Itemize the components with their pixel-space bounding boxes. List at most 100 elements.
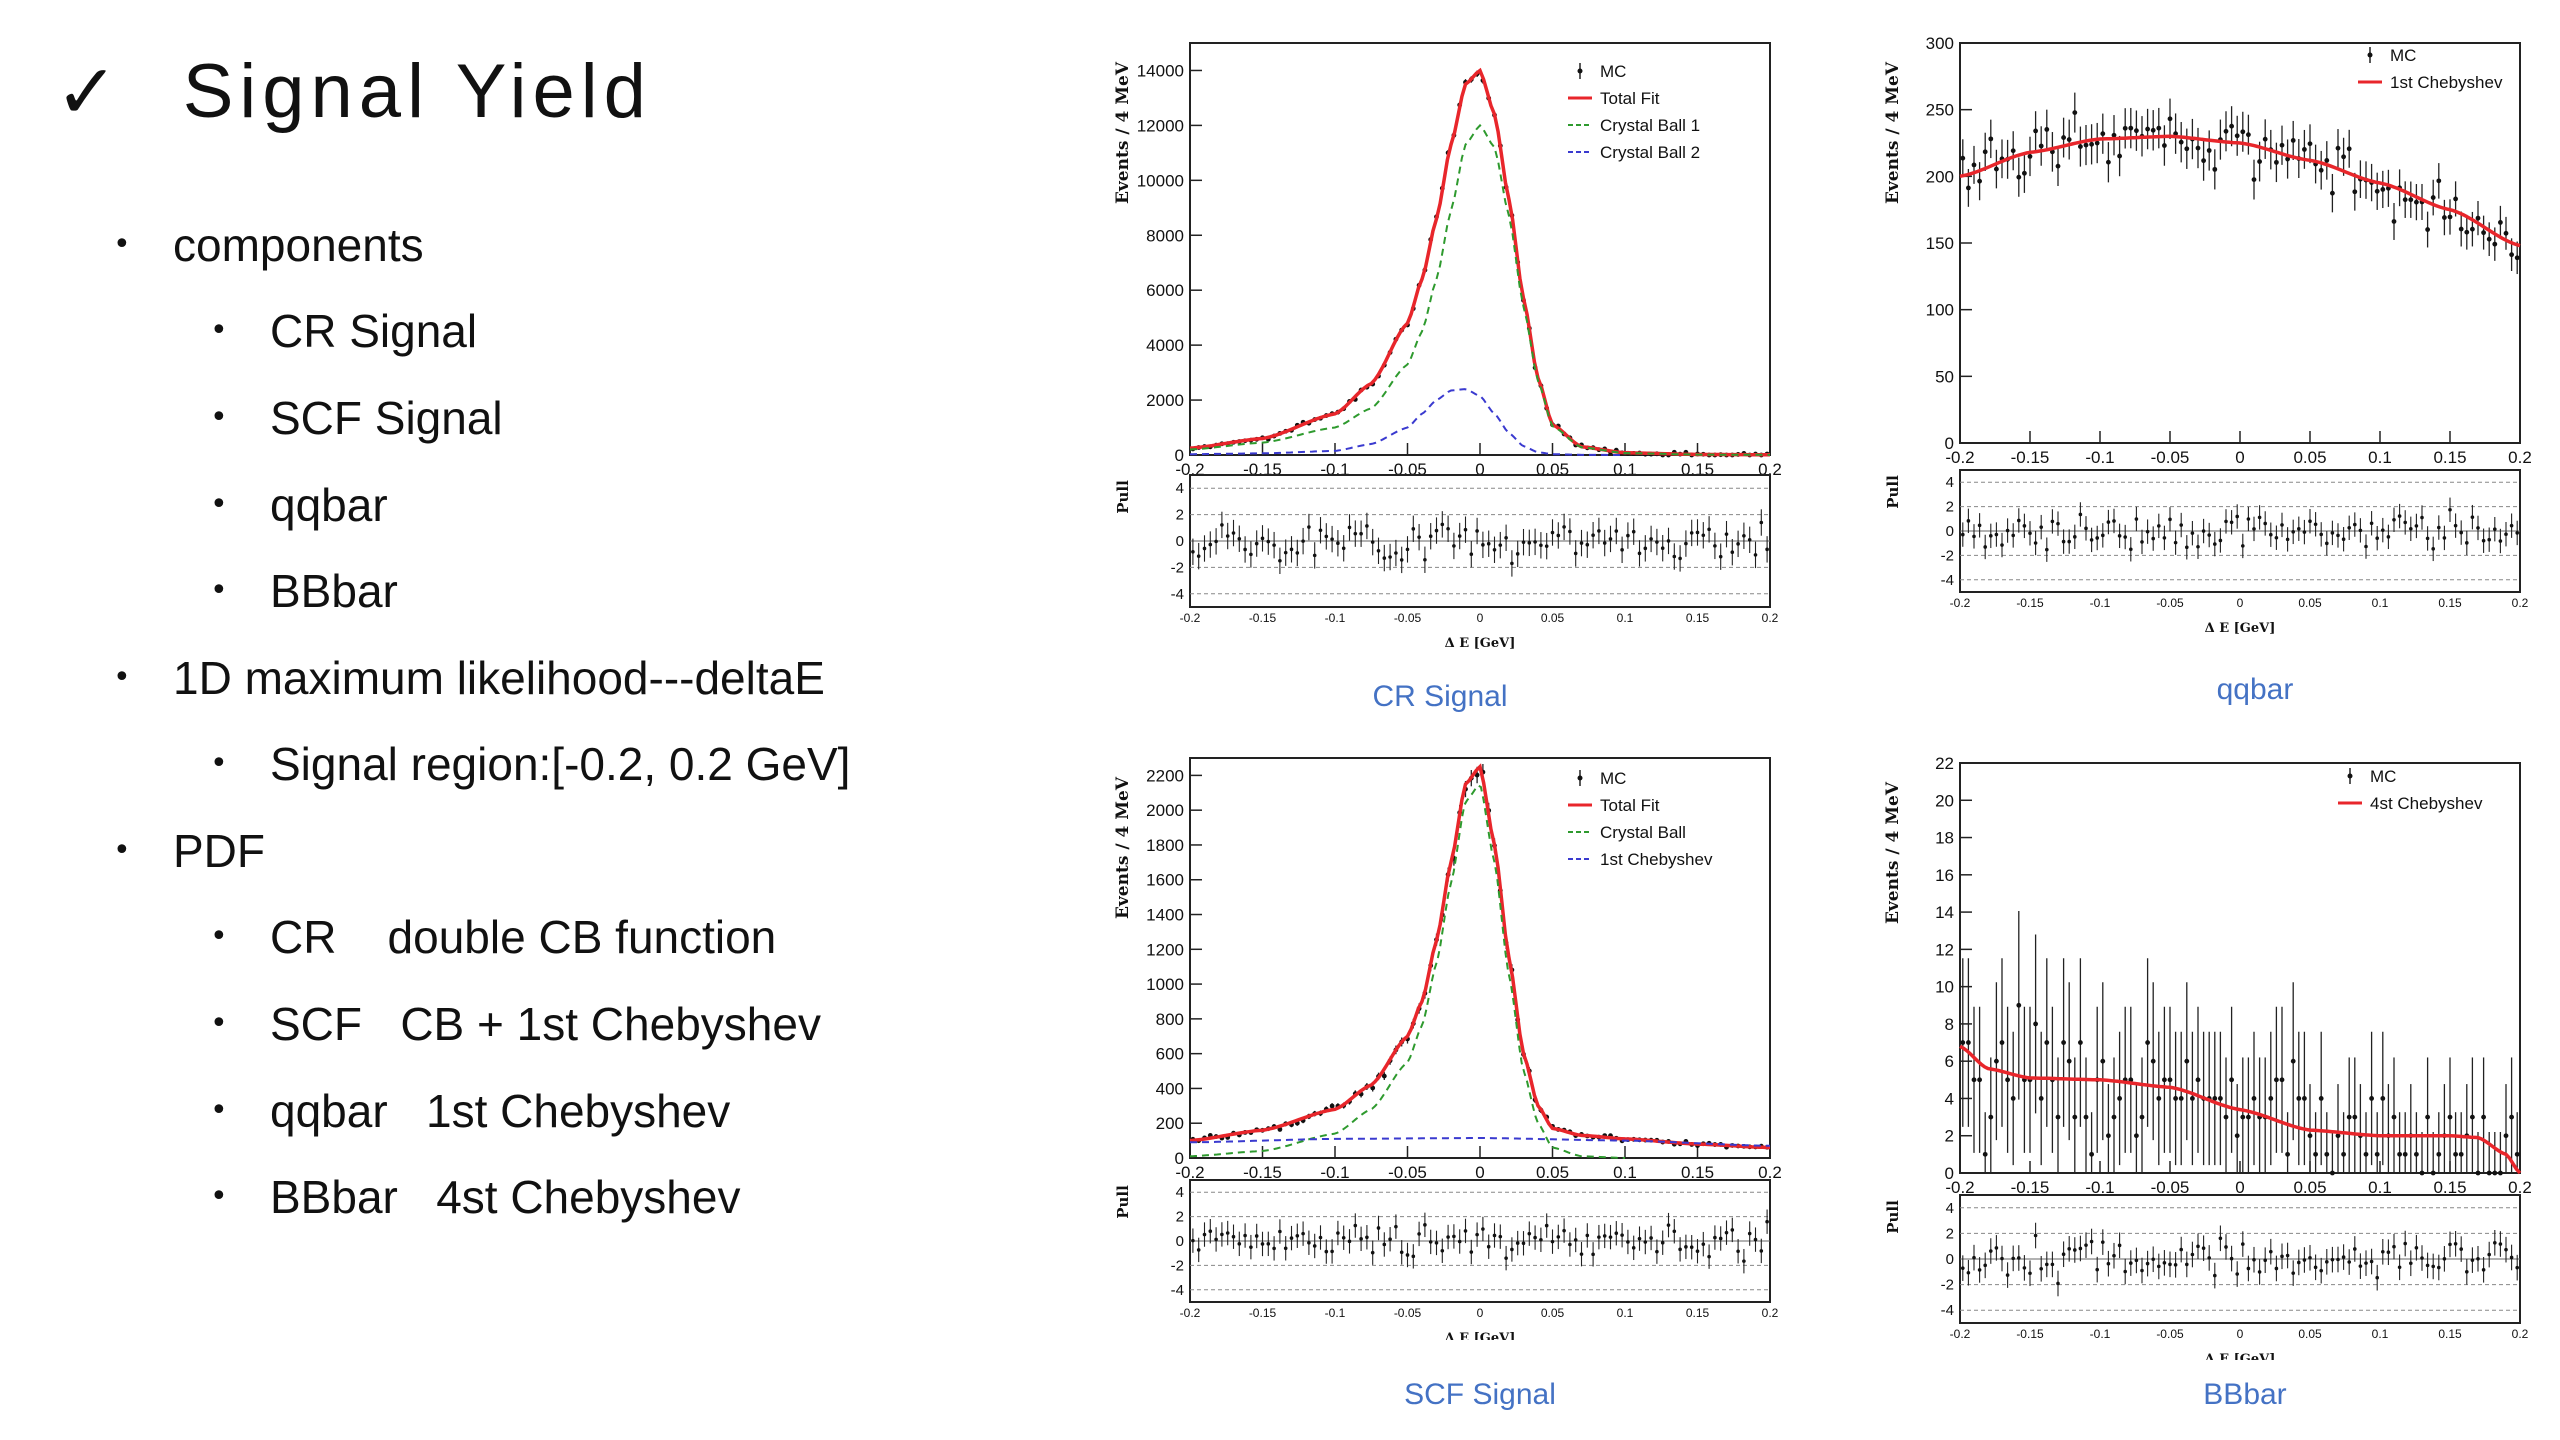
pull-point bbox=[2134, 1247, 2139, 1274]
y-tick-label: 1200 bbox=[1146, 940, 1184, 959]
pull-point bbox=[1486, 530, 1491, 557]
mc-point bbox=[2078, 126, 2083, 167]
legend-marker bbox=[1577, 68, 1583, 74]
pull-marker bbox=[1643, 546, 1648, 551]
mc-point bbox=[2419, 1132, 2425, 1176]
mc-point bbox=[2318, 150, 2324, 190]
pull-point bbox=[1655, 1239, 1659, 1264]
pull-marker bbox=[2112, 519, 2116, 523]
pull-marker bbox=[2459, 1247, 2463, 1251]
pull-marker bbox=[1283, 1246, 1288, 1251]
pull-marker bbox=[1324, 534, 1329, 539]
pull-x-tick-label: 0.2 bbox=[1762, 611, 1779, 625]
mc-marker bbox=[2089, 1151, 2094, 1157]
y-tick-label: 2200 bbox=[1146, 766, 1184, 785]
mc-marker bbox=[2335, 1133, 2341, 1139]
legend-label: MC bbox=[2370, 767, 2396, 786]
mc-marker bbox=[2492, 1170, 2498, 1176]
mc-point bbox=[2010, 1031, 2016, 1166]
mc-point bbox=[2061, 117, 2066, 158]
pull-point bbox=[2487, 527, 2491, 552]
x-tick-label: -0.05 bbox=[2151, 448, 2190, 467]
pull-point bbox=[2011, 523, 2015, 548]
legend-label: Total Fit bbox=[1600, 89, 1660, 108]
pull-marker bbox=[2336, 1257, 2340, 1262]
pull-point bbox=[2185, 1251, 2189, 1278]
pull-point bbox=[2330, 520, 2335, 546]
y-tick-label: 8000 bbox=[1146, 226, 1184, 245]
pull-x-tick-label: 0 bbox=[2237, 596, 2244, 610]
pull-point bbox=[1336, 1220, 1340, 1246]
mc-point bbox=[2100, 982, 2106, 1141]
x-tick-label: -0.2 bbox=[1945, 1178, 1974, 1197]
pull-point bbox=[2375, 525, 2379, 551]
pull-marker bbox=[2095, 1267, 2099, 1272]
pull-point bbox=[1492, 1223, 1497, 1248]
x-tick-label: 0 bbox=[1475, 1163, 1484, 1182]
pull-marker bbox=[1353, 531, 1358, 536]
pull-marker bbox=[1684, 1245, 1688, 1249]
pull-point bbox=[1417, 1221, 1421, 1247]
pull-marker bbox=[2045, 547, 2049, 552]
mc-point bbox=[2150, 982, 2156, 1141]
mc-point bbox=[2380, 170, 2386, 209]
pull-point bbox=[1196, 542, 1201, 570]
mc-point bbox=[2492, 1132, 2498, 1176]
pull-marker bbox=[2274, 1266, 2279, 1271]
mc-point bbox=[2089, 124, 2094, 165]
pull-point bbox=[2353, 512, 2357, 537]
mc-point bbox=[2134, 1084, 2139, 1173]
mc-point bbox=[2503, 216, 2509, 250]
pull-x-tick-label: 0 bbox=[2237, 1327, 2244, 1341]
mc-point bbox=[1982, 1112, 1988, 1173]
mc-marker bbox=[2100, 131, 2106, 137]
mc-point bbox=[2072, 92, 2078, 133]
pull-marker bbox=[1753, 553, 1758, 557]
pull-marker bbox=[2017, 518, 2021, 523]
pull-marker bbox=[2504, 532, 2508, 537]
pull-point bbox=[1347, 1229, 1352, 1254]
mc-marker bbox=[2318, 167, 2324, 173]
mc-point bbox=[2184, 982, 2190, 1141]
pull-point bbox=[1736, 530, 1740, 558]
pull-point bbox=[1237, 1231, 1242, 1257]
pull-point bbox=[1620, 1222, 1624, 1248]
pull-point bbox=[1660, 535, 1665, 562]
mc-marker bbox=[2335, 145, 2341, 151]
pull-marker bbox=[1597, 1235, 1601, 1239]
pull-point bbox=[1382, 544, 1387, 572]
pull-point bbox=[2263, 1247, 2267, 1273]
pull-point bbox=[1994, 1235, 1999, 1261]
pull-marker bbox=[2207, 1256, 2211, 1260]
pull-marker bbox=[2229, 1256, 2234, 1261]
pull-point bbox=[1278, 1219, 1282, 1244]
mc-marker bbox=[2442, 215, 2447, 220]
pull-point bbox=[1347, 514, 1352, 541]
pull-point bbox=[1336, 530, 1340, 557]
pull-marker bbox=[2056, 521, 2060, 526]
mc-marker bbox=[2498, 1170, 2503, 1176]
pull-point bbox=[2123, 1258, 2127, 1285]
mc-point bbox=[2055, 1057, 2061, 1173]
mc-marker bbox=[2038, 1096, 2044, 1101]
pull-marker bbox=[2263, 1258, 2267, 1262]
pull-point bbox=[1660, 1230, 1665, 1255]
mc-point bbox=[2470, 211, 2475, 247]
pull-marker bbox=[2000, 543, 2004, 547]
mc-point bbox=[2414, 1112, 2419, 1173]
pull-marker bbox=[2050, 1262, 2055, 1267]
pull-point bbox=[2190, 520, 2195, 546]
pull-marker bbox=[2229, 520, 2234, 525]
mc-point bbox=[2178, 1031, 2184, 1166]
mc-point bbox=[2374, 1112, 2380, 1173]
bullet-item-level-2: • BBbar bbox=[210, 568, 398, 614]
pull-marker bbox=[2067, 1247, 2071, 1251]
pull-point bbox=[2313, 512, 2318, 537]
mc-marker bbox=[1329, 1103, 1335, 1109]
pull-point bbox=[1463, 1218, 1468, 1244]
pull-point bbox=[1307, 1230, 1311, 1255]
mc-point bbox=[2078, 958, 2083, 1127]
pull-marker bbox=[1527, 541, 1532, 545]
pull-point bbox=[1585, 531, 1590, 558]
mc-point bbox=[2436, 163, 2442, 199]
